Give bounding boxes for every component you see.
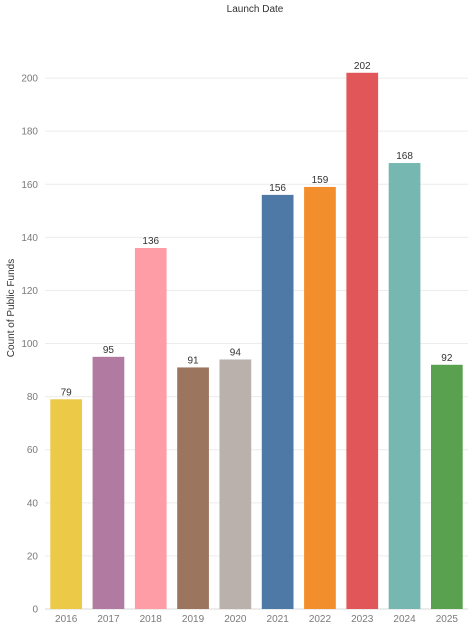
y-tick-label-40: 40 xyxy=(27,498,39,509)
bar-2016 xyxy=(50,399,83,609)
y-tick-label-160: 160 xyxy=(21,180,38,191)
bar-2018 xyxy=(134,247,167,609)
y-tick-label-60: 60 xyxy=(27,445,39,456)
x-tick-label-2020: 2020 xyxy=(224,614,247,624)
data-label-2024: 168 xyxy=(396,151,413,162)
data-label-2016: 79 xyxy=(61,387,73,398)
y-tick-label-140: 140 xyxy=(21,233,38,244)
x-tick-label-2017: 2017 xyxy=(97,614,120,624)
bar-2025 xyxy=(430,364,463,609)
bars xyxy=(50,72,463,610)
y-tick-label-0: 0 xyxy=(32,605,38,616)
bar-2020 xyxy=(219,359,252,609)
data-label-2018: 136 xyxy=(142,236,159,247)
bar-2024 xyxy=(388,163,421,609)
data-label-2017: 95 xyxy=(103,345,115,356)
x-tick-label-2024: 2024 xyxy=(393,614,416,624)
bar-2022 xyxy=(304,186,336,609)
data-label-2021: 156 xyxy=(269,183,286,194)
bar-2019 xyxy=(177,367,209,609)
x-tick-label-2023: 2023 xyxy=(351,614,374,624)
y-tick-label-20: 20 xyxy=(27,551,39,562)
x-tick-label-2021: 2021 xyxy=(267,614,290,624)
x-tick-label-2022: 2022 xyxy=(309,614,332,624)
x-tick-label-2018: 2018 xyxy=(140,614,163,624)
data-label-2022: 159 xyxy=(312,175,329,186)
data-label-2019: 91 xyxy=(187,355,199,366)
x-tick-label-2019: 2019 xyxy=(182,614,205,624)
y-tick-label-200: 200 xyxy=(21,74,38,85)
x-tick-label-2025: 2025 xyxy=(436,614,459,624)
chart-title: Launch Date xyxy=(227,4,284,15)
y-tick-label-100: 100 xyxy=(21,339,38,350)
y-tick-label-180: 180 xyxy=(21,127,38,138)
x-tick-label-2016: 2016 xyxy=(55,614,78,624)
y-axis-ticks: 0 20 40 60 80 100 120 140 160 180 200 xyxy=(21,74,38,616)
y-tick-label-120: 120 xyxy=(21,286,38,297)
y-tick-label-80: 80 xyxy=(27,392,39,403)
data-label-2020: 94 xyxy=(230,347,242,358)
x-axis-ticks: 2016 2017 2018 2019 2020 2021 2022 2023 2024 2025 xyxy=(55,614,458,624)
y-axis-title: Count of Public Funds xyxy=(6,259,17,357)
data-labels: 79 95 136 91 94 156 159 202 168 92 xyxy=(61,61,453,399)
bar-2017 xyxy=(92,356,125,609)
data-label-2025: 92 xyxy=(441,353,453,364)
data-label-2023: 202 xyxy=(354,61,371,72)
bar-2021 xyxy=(261,194,294,609)
bar-2023 xyxy=(346,72,379,610)
